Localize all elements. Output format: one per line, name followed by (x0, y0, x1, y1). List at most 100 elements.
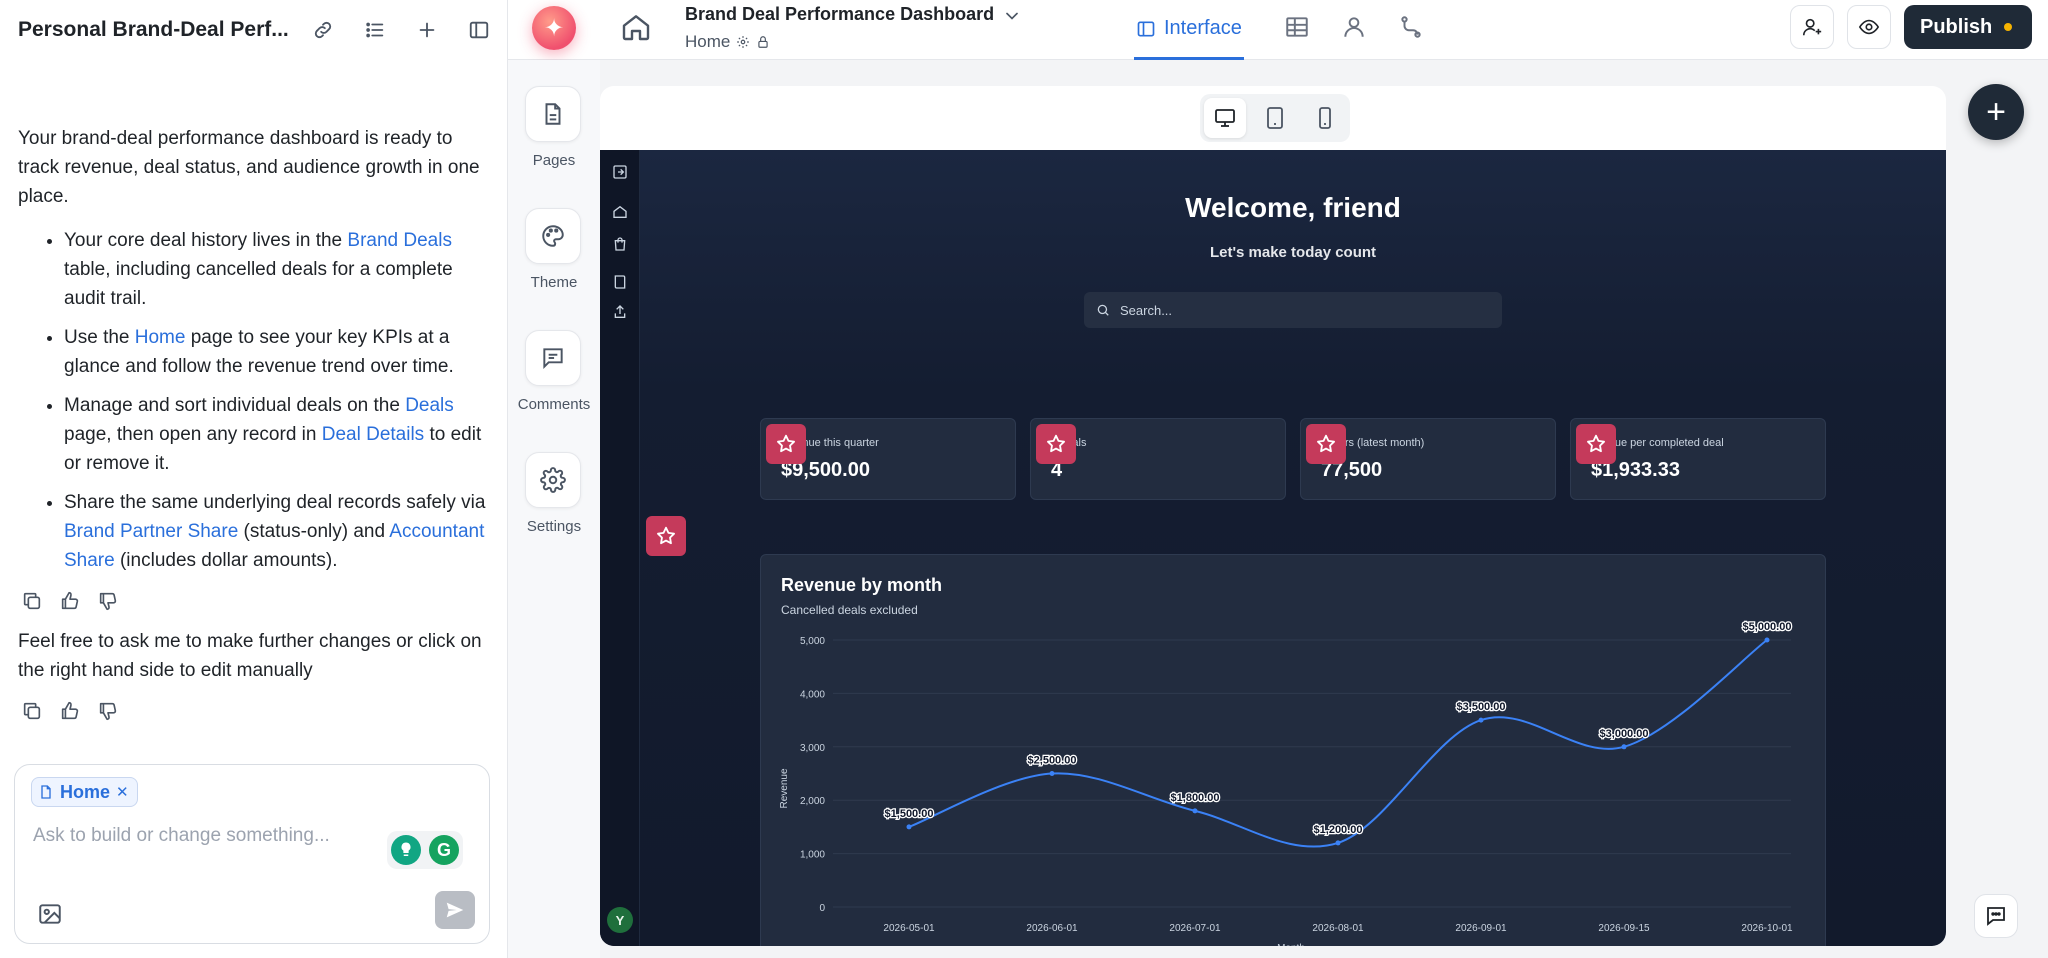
revenue-chart-card[interactable]: Revenue by month Cancelled deals exclude… (760, 554, 1826, 946)
workflow-icon[interactable] (1398, 14, 1424, 40)
thumbs-down-icon[interactable] (96, 699, 120, 723)
top-bar: ✦ Brand Deal Performance Dashboard Home … (508, 0, 2048, 60)
thumbs-up-icon[interactable] (58, 699, 82, 723)
star-icon[interactable] (646, 516, 686, 556)
chat-bubble-icon (1987, 907, 2005, 926)
send-icon (446, 902, 464, 918)
chevron-down-icon[interactable] (1002, 6, 1022, 26)
kpi-value: $1,933.33 (1591, 459, 1680, 481)
user-icon[interactable] (1341, 14, 1367, 40)
chat-input[interactable] (33, 825, 393, 847)
support-chat-button[interactable] (1974, 894, 2018, 938)
link-deal-details[interactable]: Deal Details (321, 424, 425, 445)
share-icon[interactable] (612, 304, 628, 320)
home-icon[interactable] (612, 204, 628, 220)
link-brand-deals[interactable]: Brand Deals (347, 230, 452, 251)
feedback-row (20, 699, 488, 723)
book-icon[interactable] (612, 274, 628, 290)
x-tick-label: 2026-09-01 (1455, 923, 1507, 934)
y-tick-label: 0 (819, 903, 825, 914)
lightbulb-icon[interactable] (391, 835, 421, 865)
pages-icon[interactable] (525, 86, 581, 142)
gear-icon[interactable] (736, 35, 750, 49)
phone-icon (1319, 107, 1331, 129)
thumbs-up-icon[interactable] (58, 589, 82, 613)
kpi-value: 4 (1051, 459, 1063, 481)
link-home[interactable]: Home (134, 327, 186, 348)
page-breadcrumb: Home (685, 32, 770, 52)
data-point (1192, 808, 1198, 814)
y-tick-label: 3,000 (800, 743, 825, 754)
page-icon (41, 785, 51, 799)
rail-item-pages[interactable]: Pages (525, 86, 583, 169)
tab-interface[interactable]: Interface (1134, 0, 1244, 60)
send-button[interactable] (435, 891, 475, 929)
star-icon[interactable] (1306, 424, 1346, 464)
comment-icon[interactable] (525, 330, 581, 386)
star-icon[interactable] (1576, 424, 1616, 464)
palette-icon[interactable] (525, 208, 581, 264)
preview-sidebar: Y (600, 150, 640, 946)
x-tick-label: 2026-09-15 (1598, 923, 1650, 934)
avatar[interactable]: Y (607, 907, 633, 933)
copy-icon[interactable] (20, 589, 44, 613)
kpi-card[interactable]: revenue this quarter $9,500.00 (760, 418, 1016, 500)
x-tick-label: 2026-10-01 (1741, 923, 1793, 934)
home-icon[interactable] (620, 11, 652, 43)
context-chip[interactable]: Home ✕ (31, 777, 138, 807)
revenue-line-chart: 0 1,000 2,000 3,000 4,000 5,000 2026-05-01 2026… (779, 620, 1793, 946)
mobile-view-button[interactable] (1304, 98, 1346, 138)
lock-icon[interactable] (756, 35, 770, 49)
data-label: $1,500.00 (885, 808, 934, 820)
bullet-text: (status-only) and (238, 521, 390, 542)
link-deals[interactable]: Deals (405, 395, 454, 416)
data-point (1049, 771, 1055, 776)
sign-in-icon[interactable] (612, 164, 628, 180)
page-name[interactable]: Home (685, 32, 731, 51)
tab-interface-label: Interface (1164, 17, 1242, 39)
desktop-view-button[interactable] (1204, 98, 1246, 138)
rail-item-theme[interactable]: Theme (525, 208, 583, 291)
preview-button[interactable] (1847, 5, 1891, 49)
close-icon[interactable]: ✕ (116, 784, 129, 801)
grammar-widget[interactable]: G (387, 831, 463, 869)
data-point (1335, 840, 1341, 846)
grammarly-icon[interactable]: G (429, 835, 459, 865)
bullet-text: Share the same underlying deal records s… (64, 492, 486, 513)
bullet-text: table, including cancelled deals for a c… (64, 259, 453, 309)
star-icon[interactable] (766, 424, 806, 464)
sidebar-toggle-icon[interactable] (464, 15, 494, 45)
image-upload-icon[interactable] (37, 901, 63, 927)
table-icon[interactable] (1284, 14, 1310, 40)
rail-item-settings[interactable]: Settings (525, 452, 583, 535)
project-title[interactable]: Personal Brand-Deal Perf... (18, 18, 289, 41)
document-title[interactable]: Brand Deal Performance Dashboard (685, 4, 995, 24)
publish-button[interactable]: Publish (1904, 5, 2032, 49)
shopping-bag-icon[interactable] (612, 236, 628, 252)
rail-item-comments[interactable]: Comments (518, 330, 590, 413)
thumbs-down-icon[interactable] (96, 589, 120, 613)
gear-icon[interactable] (525, 452, 581, 508)
list-icon[interactable] (360, 15, 390, 45)
x-tick-label: 2026-06-01 (1026, 923, 1078, 934)
tablet-view-button[interactable] (1254, 98, 1296, 138)
link-icon[interactable] (308, 15, 338, 45)
star-icon[interactable] (1036, 424, 1076, 464)
link-accountant-share[interactable]: Accountant Share (64, 521, 485, 571)
add-element-button[interactable]: + (1968, 84, 2024, 140)
chat-bullet: Use the Home page to see your key KPIs a… (64, 323, 488, 381)
link-brand-partner-share[interactable]: Brand Partner Share (64, 521, 239, 542)
rail-label: Theme (530, 274, 578, 291)
plus-icon[interactable] (412, 15, 442, 45)
copy-icon[interactable] (20, 699, 44, 723)
device-switcher (1200, 94, 1350, 142)
welcome-subtitle: Let's make today count (1209, 244, 1377, 261)
kpi-value: 77,500 (1321, 459, 1383, 481)
search-input[interactable]: Search... (1084, 292, 1502, 328)
invite-user-button[interactable] (1790, 5, 1834, 49)
bullet-text: Use the (64, 327, 135, 348)
data-label: $2,500.00 (1028, 755, 1077, 767)
chat-intro: Your brand-deal performance dashboard is… (18, 128, 480, 207)
sparkle-logo-icon[interactable]: ✦ (532, 6, 576, 50)
